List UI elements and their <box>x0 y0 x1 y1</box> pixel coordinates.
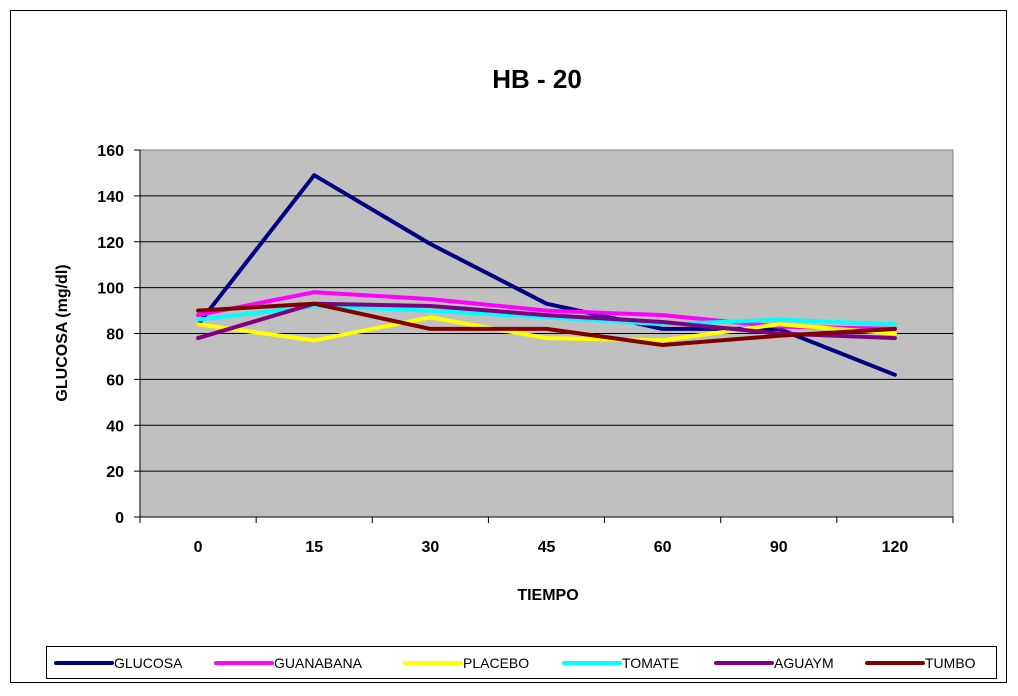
legend-label-guanabana: GUANABANA <box>274 655 363 671</box>
y-tick-label: 80 <box>106 327 124 344</box>
series-line-placebo <box>196 315 897 343</box>
x-tick-label: 90 <box>770 539 788 556</box>
series-lines <box>196 173 897 377</box>
legend-label-placebo: PLACEBO <box>463 655 529 671</box>
axes <box>134 149 954 523</box>
legend-label-aguaym: AGUAYM <box>774 655 834 671</box>
y-tick-label: 20 <box>106 464 124 481</box>
x-tick-labels: 0 15 30 45 60 90 120 <box>194 539 909 556</box>
x-axis-label: TIEMPO <box>517 587 578 604</box>
legend: GLUCOSA GUANABANA PLACEBO TOMATE AGUAYM TUMBO <box>54 655 976 671</box>
series-line-tomate <box>196 304 897 327</box>
legend-label-tomate: TOMATE <box>622 655 679 671</box>
x-tick-label: 15 <box>305 539 323 556</box>
y-tick-label: 120 <box>97 235 124 252</box>
series-line-tumbo <box>196 301 897 347</box>
x-tick-label: 60 <box>654 539 672 556</box>
series-line-guanabana <box>196 290 897 331</box>
y-tick-label: 160 <box>97 143 124 160</box>
y-tick-label: 40 <box>106 418 124 435</box>
x-tick-label: 45 <box>538 539 556 556</box>
chart-title: HB - 20 <box>492 64 582 94</box>
x-tick-label: 30 <box>421 539 439 556</box>
y-tick-label: 140 <box>97 189 124 206</box>
x-tick-label: 120 <box>882 539 909 556</box>
y-tick-label: 60 <box>106 372 124 389</box>
x-tick-label: 0 <box>194 539 203 556</box>
legend-label-glucosa: GLUCOSA <box>114 655 183 671</box>
y-tick-label: 0 <box>115 510 124 527</box>
legend-label-tumbo: TUMBO <box>925 655 976 671</box>
legend-box <box>46 646 997 679</box>
y-tick-label: 100 <box>97 281 124 298</box>
series-line-glucosa <box>196 173 897 377</box>
y-tick-labels: 0 20 40 60 80 100 120 140 160 <box>97 143 124 527</box>
y-axis-label: GLUCOSA (mg/dl) <box>54 264 71 401</box>
